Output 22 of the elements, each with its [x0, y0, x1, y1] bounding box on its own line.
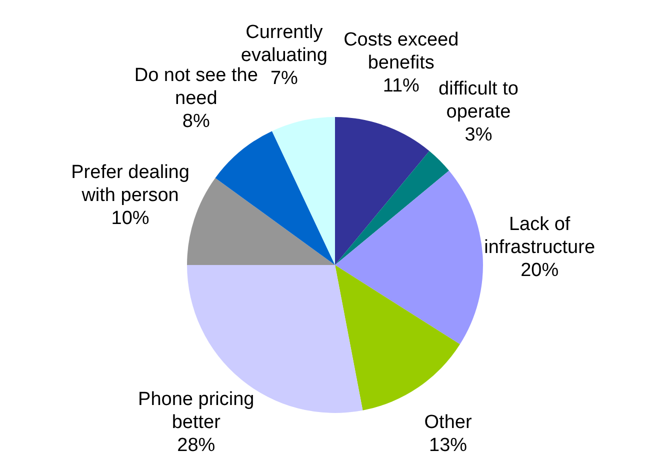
slice-label: Currently evaluating [240, 22, 328, 66]
pie-slice [272, 117, 335, 265]
pie-slice [335, 170, 483, 344]
pie-slice [215, 131, 335, 265]
data-label: 8% [182, 110, 210, 132]
data-label: 11% [382, 74, 420, 96]
pie-slice [187, 178, 335, 265]
pie-slice [335, 117, 430, 265]
slice-label: Phone pricing better [138, 388, 254, 432]
data-label: 10% [111, 208, 150, 229]
data-label: 7% [270, 68, 298, 89]
data-label: 28% [177, 434, 216, 456]
slice-label: Other [424, 412, 472, 433]
slice-label: Lack of infrastructure [484, 213, 596, 258]
slice-label: Do not see the need [134, 64, 258, 109]
slice-label: Prefer dealing with person [71, 162, 190, 206]
pie-slice [335, 265, 460, 410]
data-label: 20% [520, 259, 559, 280]
data-label: 13% [429, 434, 468, 456]
pie-slice [335, 150, 450, 265]
slice-label: difficult to operate [438, 78, 518, 122]
data-label: 3% [464, 124, 492, 146]
